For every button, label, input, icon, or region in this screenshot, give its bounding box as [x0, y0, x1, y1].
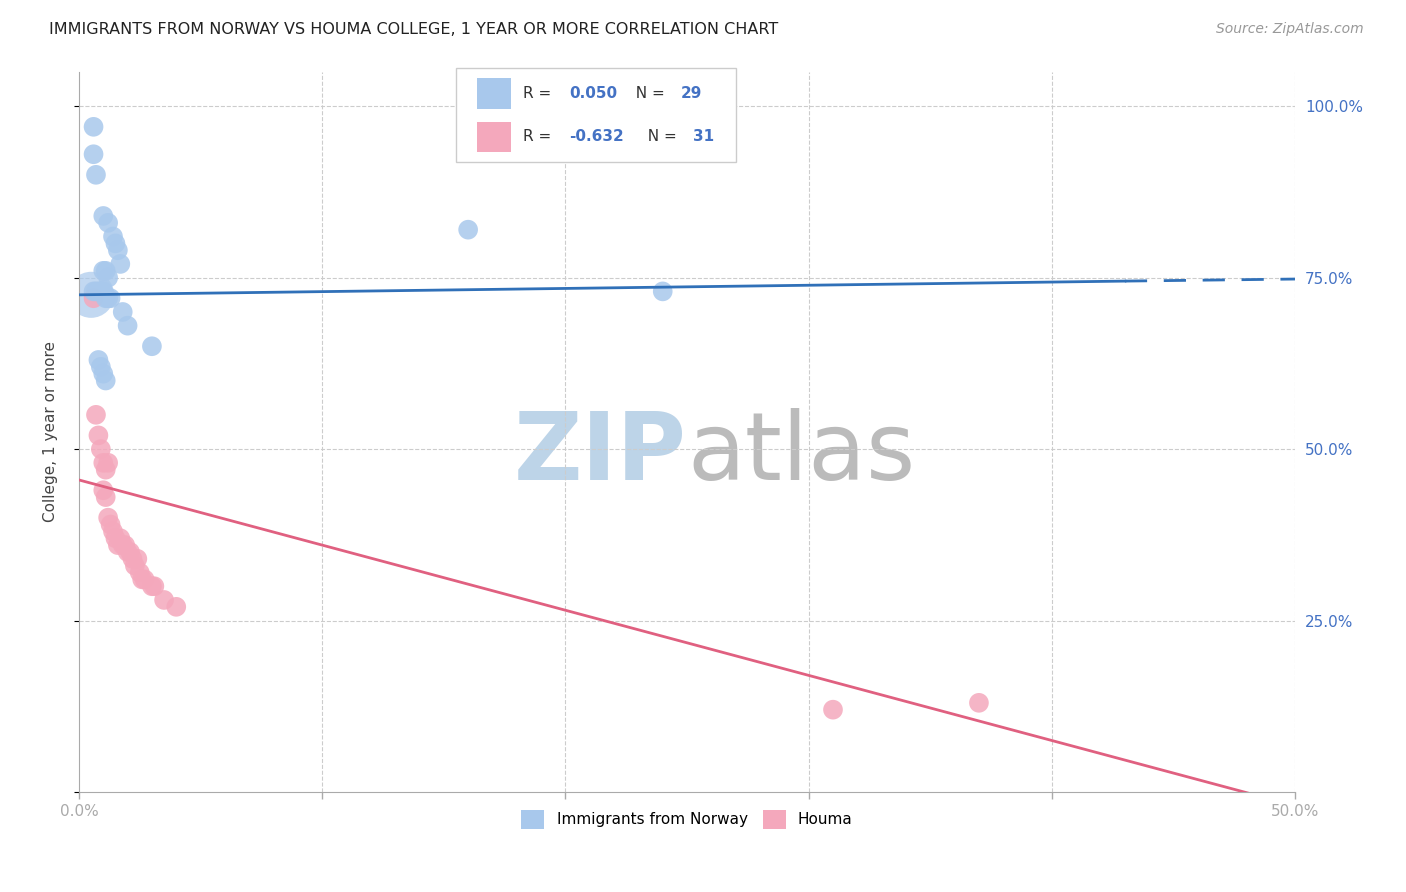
FancyBboxPatch shape	[477, 121, 510, 152]
Text: Source: ZipAtlas.com: Source: ZipAtlas.com	[1216, 22, 1364, 37]
Text: 31: 31	[693, 129, 714, 145]
FancyBboxPatch shape	[456, 69, 735, 162]
Point	[821, 703, 844, 717]
Point	[97, 216, 120, 230]
Point	[967, 696, 990, 710]
Text: ZIP: ZIP	[515, 408, 688, 500]
Point	[111, 538, 134, 552]
Text: -0.632: -0.632	[569, 129, 624, 145]
Legend: Immigrants from Norway, Houma: Immigrants from Norway, Houma	[515, 804, 859, 835]
Point	[94, 490, 117, 504]
Point	[114, 538, 136, 552]
Point	[91, 285, 114, 299]
Point	[87, 428, 110, 442]
Point	[83, 285, 105, 299]
Point	[97, 456, 120, 470]
Point	[90, 285, 112, 299]
FancyBboxPatch shape	[477, 78, 510, 109]
Point	[84, 285, 107, 299]
Point	[97, 291, 120, 305]
Text: 0.050: 0.050	[569, 86, 617, 101]
Point	[117, 545, 139, 559]
Point	[83, 147, 105, 161]
Point	[91, 456, 114, 470]
Point	[101, 229, 124, 244]
Point	[91, 209, 114, 223]
Point	[94, 291, 117, 305]
Point	[128, 566, 150, 580]
Point	[457, 222, 479, 236]
Point	[97, 510, 120, 524]
Point	[90, 442, 112, 456]
Point	[143, 579, 166, 593]
Point	[80, 288, 103, 302]
Point	[101, 524, 124, 539]
Point	[83, 291, 105, 305]
Text: N =: N =	[638, 129, 682, 145]
Point	[91, 367, 114, 381]
Point	[104, 236, 127, 251]
Point	[131, 573, 153, 587]
Point	[153, 593, 176, 607]
Point	[87, 285, 110, 299]
Point	[94, 264, 117, 278]
Point	[127, 551, 149, 566]
Point	[134, 573, 156, 587]
Point	[100, 291, 122, 305]
Point	[121, 551, 143, 566]
Text: IMMIGRANTS FROM NORWAY VS HOUMA COLLEGE, 1 YEAR OR MORE CORRELATION CHART: IMMIGRANTS FROM NORWAY VS HOUMA COLLEGE,…	[49, 22, 779, 37]
Point	[87, 353, 110, 368]
Text: R =: R =	[523, 86, 555, 101]
Point	[94, 463, 117, 477]
Y-axis label: College, 1 year or more: College, 1 year or more	[44, 342, 58, 523]
Text: N =: N =	[626, 86, 669, 101]
Point	[110, 531, 132, 545]
Point	[117, 318, 139, 333]
Text: atlas: atlas	[688, 408, 915, 500]
Point	[107, 244, 129, 258]
Point	[91, 483, 114, 498]
Point	[94, 374, 117, 388]
Point	[107, 538, 129, 552]
Point	[83, 120, 105, 134]
Point	[100, 517, 122, 532]
Point	[90, 359, 112, 374]
Point	[111, 305, 134, 319]
Text: 29: 29	[681, 86, 703, 101]
Point	[84, 168, 107, 182]
Point	[141, 339, 163, 353]
Text: R =: R =	[523, 129, 555, 145]
Point	[110, 257, 132, 271]
Point	[141, 579, 163, 593]
Point	[84, 408, 107, 422]
Point	[104, 531, 127, 545]
Point	[124, 558, 146, 573]
Point	[91, 264, 114, 278]
Point	[118, 545, 141, 559]
Point	[165, 599, 187, 614]
Point	[651, 285, 673, 299]
Point	[97, 270, 120, 285]
